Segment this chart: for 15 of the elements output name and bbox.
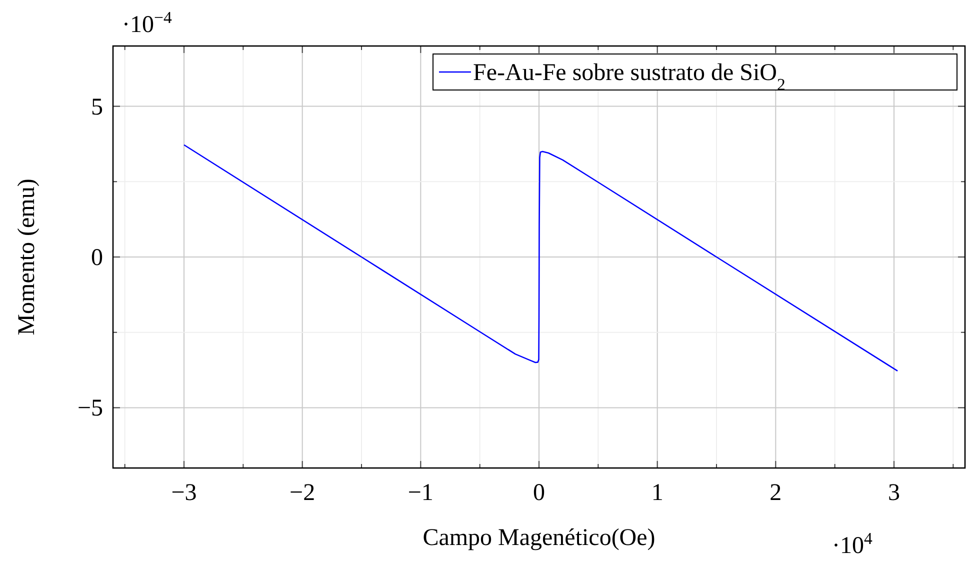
x-tick-label: 1 <box>651 480 664 506</box>
text: ·10$^{4}$ <box>832 528 873 559</box>
y-axis-title: Momento (emu) <box>14 178 40 336</box>
x-tick-label: 3 <box>888 480 900 506</box>
text: ·10$^{−4}$ <box>122 8 172 38</box>
y-tick-label: 0 <box>91 245 103 271</box>
x-tick-label: 0 <box>533 480 545 506</box>
y-tick-label: −5 <box>77 396 103 422</box>
line-series <box>183 144 898 372</box>
x-tick-label: 2 <box>770 480 782 506</box>
x-tick-label: −1 <box>408 480 434 506</box>
y-tick-label: 5 <box>91 94 103 120</box>
x-tick-label: −3 <box>171 480 197 506</box>
x-axis-title: Campo Magenético(Oe) <box>422 525 656 551</box>
x-tick-label: −2 <box>290 480 316 506</box>
